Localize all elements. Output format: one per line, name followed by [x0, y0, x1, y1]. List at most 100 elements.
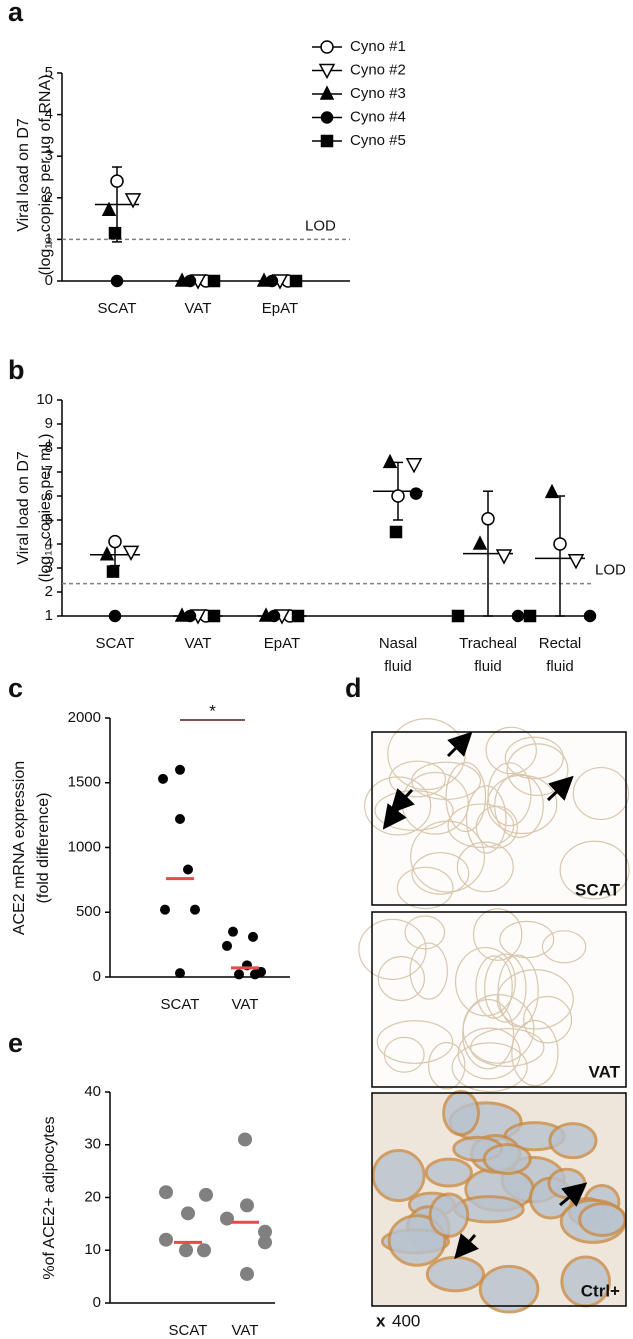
- data-point: [291, 609, 305, 623]
- adipocyte: [404, 915, 446, 950]
- x-tick-label: VAT: [231, 1322, 259, 1339]
- data-point: [160, 904, 170, 915]
- data-point: [190, 904, 200, 915]
- data-point: [179, 1243, 193, 1258]
- y-tick-label: 9: [45, 415, 53, 432]
- y-tick-label: 10: [84, 1241, 101, 1258]
- y-tick-label: 4: [45, 535, 53, 552]
- y-axis-label: (log₁₀ copies per mL): [37, 434, 54, 583]
- adipocyte: [377, 956, 426, 1002]
- legend-label: Cyno #5: [350, 132, 406, 149]
- tissue: [424, 1157, 473, 1188]
- micrograph-label: Ctrl+: [581, 1281, 620, 1300]
- y-tick-label: 1500: [68, 774, 101, 791]
- adipocyte: [511, 1019, 559, 1087]
- adipocyte: [396, 866, 454, 910]
- y-tick-label: 6: [45, 487, 53, 504]
- micrograph: [364, 718, 630, 910]
- arrow: [446, 731, 473, 758]
- tissue: [547, 1167, 587, 1200]
- data-point: [110, 274, 124, 288]
- y-tick-label: 0: [93, 968, 101, 985]
- data-point: [495, 549, 513, 565]
- data-point: [234, 969, 244, 980]
- adipocyte: [451, 1042, 528, 1093]
- data-point: [175, 968, 185, 979]
- data-point: [389, 525, 403, 539]
- adipocyte: [383, 1036, 425, 1073]
- y-tick-label: 1: [45, 230, 53, 247]
- legend-marker: [320, 40, 334, 54]
- tissue: [387, 1214, 447, 1267]
- adipocyte: [462, 998, 515, 1070]
- data-point: [101, 201, 117, 217]
- data-point: [409, 487, 423, 500]
- adipocyte: [411, 852, 470, 895]
- adipocyte: [462, 994, 535, 1064]
- reference-label: LOD: [305, 217, 336, 234]
- adipocyte: [496, 969, 574, 1030]
- adipocyte: [470, 1027, 545, 1067]
- tissue: [371, 1148, 426, 1203]
- x-tick-label-box: EpAT: [264, 635, 300, 652]
- x-tick-label: SCAT: [168, 1322, 208, 1339]
- legend-label: Cyno #2: [350, 61, 406, 78]
- arrow: [546, 775, 574, 802]
- tissue: [548, 1122, 598, 1160]
- y-axis-label: Viral load on D7: [15, 118, 32, 232]
- y-tick-label: 5: [45, 511, 53, 528]
- adipocyte: [376, 1020, 454, 1064]
- y-tick-label: 40: [84, 1083, 101, 1100]
- y-tick-label: 5: [45, 64, 53, 81]
- tissue: [442, 1089, 480, 1137]
- adipocyte: [454, 946, 516, 1017]
- data-point: [106, 565, 120, 578]
- data-point: [265, 274, 279, 288]
- y-tick-label: 2000: [68, 709, 101, 726]
- data-point: [207, 609, 221, 623]
- data-point: [382, 453, 398, 469]
- adipocyte: [475, 955, 513, 1019]
- data-point: [207, 274, 221, 288]
- legend-marker: [320, 111, 334, 124]
- data-point: [248, 931, 258, 942]
- y-tick-label: 3: [45, 147, 53, 164]
- legend-marker: [319, 85, 335, 100]
- adipocyte: [427, 1041, 466, 1090]
- data-point: [238, 1132, 252, 1147]
- tissue: [482, 1143, 532, 1176]
- y-axis-label: %of ACE2+ adipocytes: [41, 1116, 58, 1279]
- adipocyte: [410, 820, 486, 893]
- data-point: [175, 764, 185, 775]
- data-point: [240, 1266, 254, 1281]
- y-tick-label: 1: [45, 607, 53, 624]
- x-tick-label-box: VAT: [231, 1322, 259, 1339]
- adipocyte: [559, 840, 630, 900]
- y-tick-label: 0: [93, 1294, 101, 1311]
- adipocyte: [506, 743, 569, 796]
- adipocyte: [504, 736, 564, 780]
- arrow: [559, 1182, 588, 1207]
- data-point: [108, 534, 122, 549]
- tissue: [428, 1192, 470, 1238]
- adipocyte: [499, 920, 555, 959]
- reference-label: LOD: [595, 562, 626, 579]
- data-point: [222, 940, 232, 951]
- data-point: [240, 1198, 254, 1213]
- y-axis-label: (fold difference): [35, 793, 52, 904]
- y-tick-label: 7: [45, 463, 53, 480]
- adipocyte: [523, 995, 573, 1044]
- x-tick-label-box: SCAT: [96, 635, 135, 652]
- legend-marker: [318, 63, 336, 80]
- legend-label: Cyno #4: [350, 108, 406, 125]
- data-point: [122, 545, 140, 561]
- data-point: [108, 609, 122, 623]
- data-point: [183, 864, 193, 875]
- x-tick-label: Nasal fluid: [378, 635, 418, 675]
- adipocyte: [445, 761, 487, 833]
- x-tick-label-box: Rectal fluid: [539, 635, 582, 675]
- micrograph-label: SCAT: [575, 880, 621, 899]
- data-point: [267, 609, 281, 623]
- legend-marker: [320, 134, 334, 148]
